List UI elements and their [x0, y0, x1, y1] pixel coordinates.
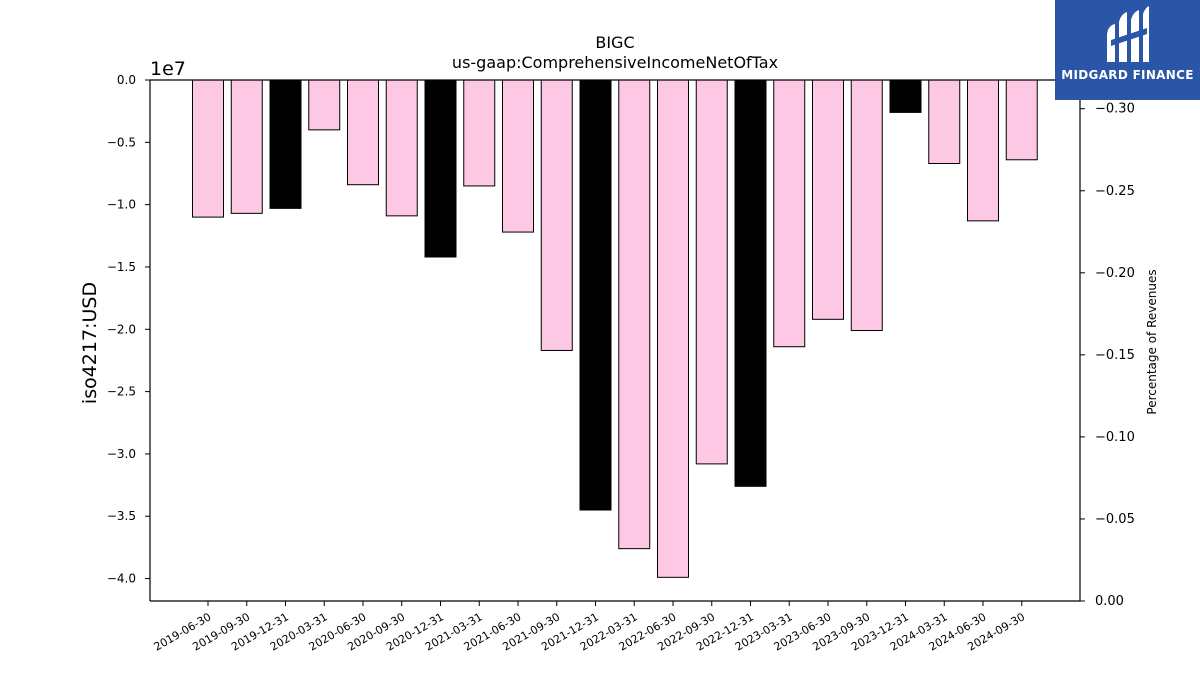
bar-2023-09-30: [850, 79, 883, 332]
y2-tick-label: −0.15: [1095, 348, 1135, 363]
logo-text: MIDGARD FINANCE: [1061, 68, 1194, 82]
y-tick-label: −4.0: [107, 572, 136, 586]
bar-2019-09-30: [230, 79, 263, 214]
midgard-finance-logo: MIDGARD FINANCE: [1055, 0, 1200, 100]
bar-2022-06-30: [657, 79, 689, 578]
bar-2024-09-30: [1005, 79, 1038, 161]
y2-tick-label: −0.20: [1095, 266, 1135, 281]
bar-2022-09-30: [695, 79, 728, 465]
y2-axis-label: Percentage of Revenues: [1145, 269, 1159, 414]
bar-2020-03-31: [308, 79, 341, 131]
bar-2021-12-31: [579, 79, 612, 511]
bar-2020-12-31: [424, 79, 457, 258]
y-tick-label: −1.0: [107, 198, 136, 212]
bars-group: [192, 79, 1038, 578]
bar-2019-06-30: [192, 79, 224, 218]
y2-tick-label: 0.00: [1095, 594, 1124, 609]
y2-tick-label: −0.05: [1095, 512, 1135, 527]
y2-tick-label: −0.25: [1095, 184, 1135, 199]
bar-2023-06-30: [812, 79, 844, 320]
y-tick-label: −2.0: [107, 322, 136, 336]
bar-2023-03-31: [773, 79, 806, 348]
y-scale-label: 1e7: [150, 58, 186, 80]
y-tick-label: −1.5: [107, 260, 136, 274]
y-tick-label: −2.5: [107, 385, 136, 399]
bar-2020-09-30: [385, 79, 418, 217]
bar-2024-03-31: [928, 79, 961, 165]
y-tick-label: −0.5: [107, 135, 136, 149]
chart-subtitle: us-gaap:ComprehensiveIncomeNetOfTax: [452, 53, 778, 72]
y-tick-label: −3.0: [107, 447, 136, 461]
logo-mark-icon: [1107, 6, 1149, 62]
y-axis-label: iso4217:USD: [79, 282, 101, 404]
bar-2021-03-31: [463, 79, 496, 187]
bar-2021-06-30: [502, 79, 534, 233]
bar-2021-09-30: [540, 79, 573, 351]
y2-tick-label: −0.30: [1095, 102, 1135, 117]
chart-title: BIGC: [595, 33, 634, 52]
bar-2022-12-31: [734, 79, 767, 487]
bar-2020-06-30: [347, 79, 379, 186]
y-tick-label: −3.5: [107, 509, 136, 523]
y-tick-label: 0.0: [117, 73, 136, 87]
bar-2019-12-31: [269, 79, 302, 209]
y2-tick-label: −0.10: [1095, 430, 1135, 445]
bar-2024-06-30: [967, 79, 999, 222]
bar-2022-03-31: [618, 79, 651, 550]
bar-2023-12-31: [889, 79, 922, 113]
